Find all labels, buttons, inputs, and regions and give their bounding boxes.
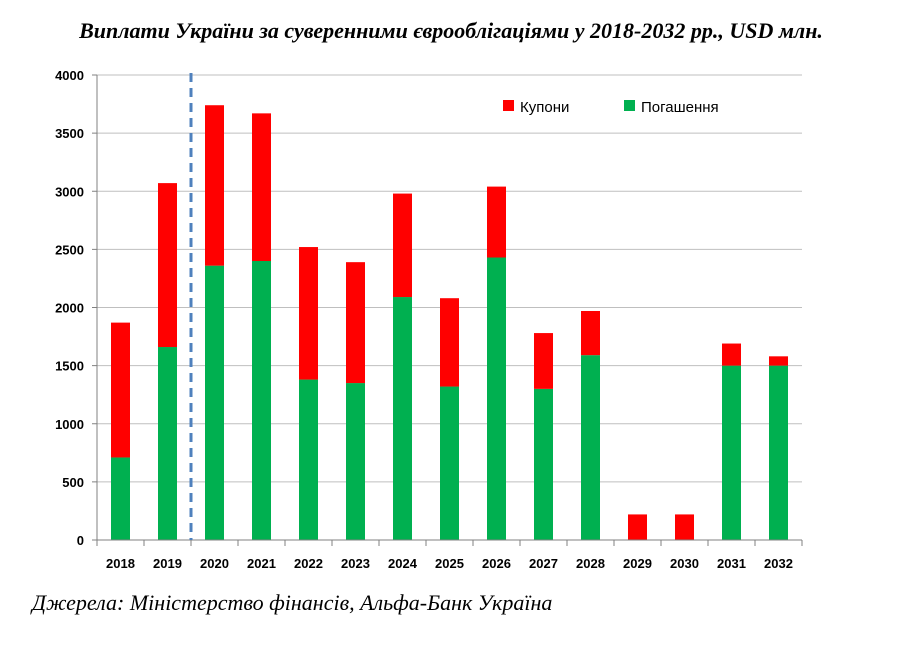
- x-tick-label: 2031: [717, 556, 746, 571]
- x-tick-label: 2021: [247, 556, 276, 571]
- bar-coupons-2018: [111, 322, 130, 458]
- bar-coupons-2029: [628, 514, 647, 540]
- bar-repayment-2031: [722, 365, 741, 540]
- bar-coupons-2031: [722, 343, 741, 366]
- bar-repayment-2018: [111, 457, 130, 540]
- axes: [92, 74, 803, 546]
- bar-coupons-2023: [346, 262, 365, 384]
- bars: [111, 105, 788, 540]
- y-tick-label: 500: [62, 475, 84, 490]
- y-tick-label: 4000: [55, 68, 84, 83]
- x-axis-tick-labels: 2018 2019 2020 2021 2022 2023 2024 2025 2026 2027…: [106, 556, 793, 571]
- bar-repayment-2028: [581, 355, 600, 540]
- bar-coupons-2020: [205, 105, 224, 266]
- bar-repayment-2026: [487, 257, 506, 540]
- x-tick-label: 2027: [529, 556, 558, 571]
- y-tick-label: 1500: [55, 359, 84, 374]
- x-tick-label: 2018: [106, 556, 135, 571]
- x-tick-label: 2029: [623, 556, 652, 571]
- bar-repayment-2025: [440, 386, 459, 540]
- x-tick-label: 2026: [482, 556, 511, 571]
- bar-repayment-2022: [299, 379, 318, 540]
- bar-coupons-2022: [299, 247, 318, 380]
- bar-coupons-2027: [534, 333, 553, 389]
- x-tick-label: 2023: [341, 556, 370, 571]
- legend-swatch: [624, 100, 635, 111]
- bar-coupons-2030: [675, 514, 694, 540]
- bar-coupons-2032: [769, 356, 788, 366]
- bar-coupons-2025: [440, 298, 459, 387]
- bar-coupons-2026: [487, 186, 506, 258]
- x-tick-label: 2025: [435, 556, 464, 571]
- bar-repayment-2020: [205, 265, 224, 540]
- x-tick-label: 2032: [764, 556, 793, 571]
- x-tick-label: 2020: [200, 556, 229, 571]
- y-tick-label: 3500: [55, 126, 84, 141]
- legend-label: Погашення: [641, 99, 719, 116]
- bar-repayment-2024: [393, 297, 412, 540]
- bar-repayment-2027: [534, 388, 553, 540]
- x-tick-label: 2030: [670, 556, 699, 571]
- legend: Купони Погашення: [503, 99, 719, 116]
- x-tick-label: 2022: [294, 556, 323, 571]
- y-tick-label: 1000: [55, 417, 84, 432]
- x-tick-label: 2019: [153, 556, 182, 571]
- x-tick-label: 2024: [388, 556, 418, 571]
- bar-repayment-2032: [769, 365, 788, 540]
- source-note: Джерела: Міністерство фінансів, Альфа-Ба…: [32, 590, 553, 615]
- bar-coupons-2021: [252, 113, 271, 261]
- chart-title: Виплати України за суверенними єврообліг…: [79, 18, 823, 43]
- bar-coupons-2024: [393, 193, 412, 298]
- x-tick-label: 2028: [576, 556, 605, 571]
- legend-label: Купони: [520, 99, 569, 116]
- y-tick-label: 2500: [55, 242, 84, 257]
- legend-swatch: [503, 100, 514, 111]
- bar-repayment-2023: [346, 383, 365, 540]
- bar-coupons-2019: [158, 183, 177, 348]
- bar-coupons-2028: [581, 310, 600, 356]
- y-tick-label: 2000: [55, 301, 84, 316]
- bar-repayment-2019: [158, 347, 177, 540]
- y-tick-label: 3000: [55, 184, 84, 199]
- bar-repayment-2021: [252, 261, 271, 540]
- y-tick-label: 0: [77, 533, 84, 548]
- y-axis-tick-labels: 0 500 1000 1500 2000 2500 3000 3500 4000: [55, 68, 84, 548]
